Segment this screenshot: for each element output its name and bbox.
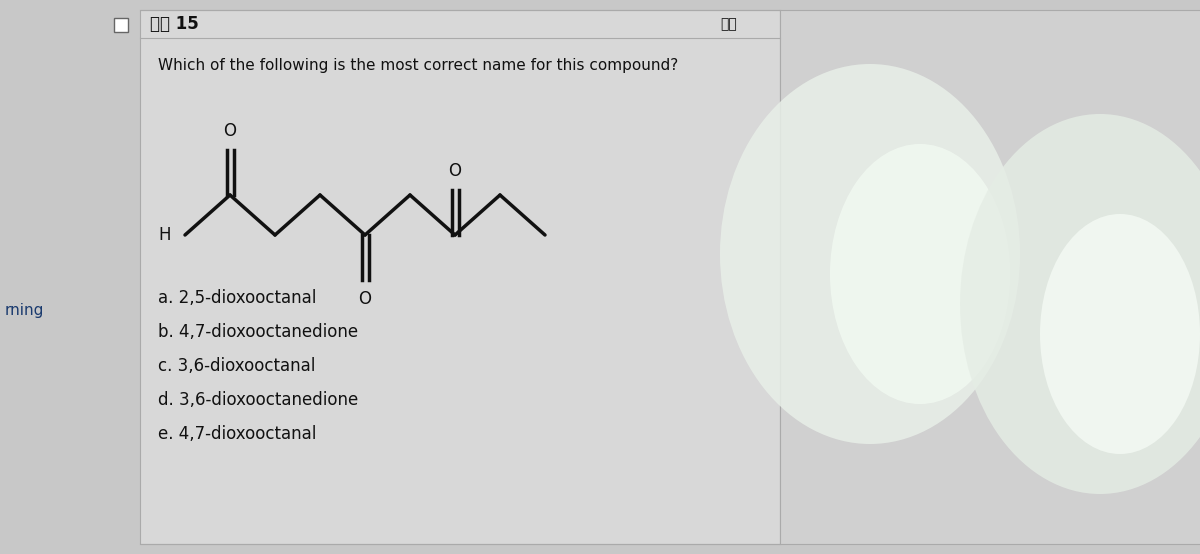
Text: 問題 15: 問題 15 xyxy=(150,15,199,33)
Bar xyxy=(780,10,1200,544)
Text: e. 4,7-dioxooctanal: e. 4,7-dioxooctanal xyxy=(158,425,317,443)
Text: rning: rning xyxy=(5,302,44,317)
Text: ５分: ５分 xyxy=(720,17,737,31)
Text: O: O xyxy=(223,122,236,140)
Text: O: O xyxy=(449,162,462,180)
Bar xyxy=(114,18,128,32)
Text: a. 2,5-dioxooctanal: a. 2,5-dioxooctanal xyxy=(158,289,317,307)
Text: H: H xyxy=(158,226,172,244)
Ellipse shape xyxy=(1040,214,1200,454)
Text: O: O xyxy=(359,290,372,308)
Ellipse shape xyxy=(720,64,1020,444)
Text: Which of the following is the most correct name for this compound?: Which of the following is the most corre… xyxy=(158,58,678,73)
Text: b. 4,7-dioxooctanedione: b. 4,7-dioxooctanedione xyxy=(158,324,358,341)
Bar xyxy=(140,10,780,544)
Ellipse shape xyxy=(830,144,1010,404)
Text: d. 3,6-dioxooctanedione: d. 3,6-dioxooctanedione xyxy=(158,391,359,409)
Ellipse shape xyxy=(960,114,1200,494)
Text: c. 3,6-dioxooctanal: c. 3,6-dioxooctanal xyxy=(158,357,316,376)
